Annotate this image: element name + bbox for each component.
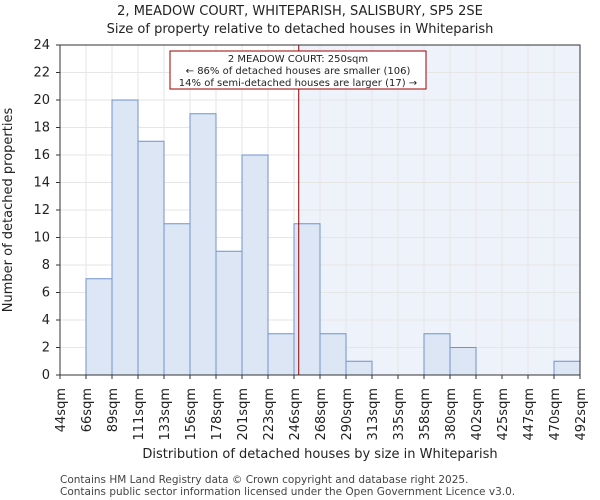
x-tick-label: 313sqm bbox=[366, 388, 381, 441]
chart-subtitle: Size of property relative to detached ho… bbox=[107, 22, 494, 37]
x-tick-label: 402sqm bbox=[470, 388, 485, 441]
footer-line-1: Contains HM Land Registry data © Crown c… bbox=[60, 474, 468, 486]
x-tick-label: 425sqm bbox=[496, 388, 511, 441]
y-tick-label: 16 bbox=[33, 148, 50, 163]
x-tick-label: 380sqm bbox=[444, 388, 459, 441]
bar-178sqm bbox=[215, 250, 243, 376]
y-axis-label: Number of detached properties bbox=[1, 108, 16, 313]
x-tick-label: 268sqm bbox=[314, 388, 329, 441]
bar-66sqm bbox=[85, 278, 113, 376]
y-tick-label: 18 bbox=[33, 121, 50, 136]
footer-line-2: Contains public sector information licen… bbox=[60, 486, 515, 498]
x-tick-label: 201sqm bbox=[236, 388, 251, 441]
x-tick-label: 133sqm bbox=[158, 388, 173, 441]
x-tick-labels: 44sqm 66sqm 89sqm 111sqm 133sqm 156sqm 178sqm 2… bbox=[54, 375, 589, 441]
bar-268sqm bbox=[319, 333, 347, 376]
y-tick-label: 14 bbox=[33, 176, 50, 191]
x-tick-label: 44sqm bbox=[54, 388, 69, 432]
y-tick-label: 24 bbox=[33, 38, 50, 53]
x-tick-label: 66sqm bbox=[80, 388, 95, 432]
bar-246sqm bbox=[293, 223, 321, 376]
x-tick-label: 447sqm bbox=[522, 388, 537, 441]
x-tick-label: 178sqm bbox=[210, 388, 225, 441]
annotation-line-2: ← 86% of detached houses are smaller (10… bbox=[186, 66, 411, 77]
bar-380sqm bbox=[449, 347, 477, 376]
chart-title: 2, MEADOW COURT, WHITEPARISH, SALISBURY,… bbox=[117, 4, 483, 19]
bar-290sqm bbox=[345, 360, 373, 376]
y-tick-label: 22 bbox=[33, 66, 50, 81]
bar-133sqm bbox=[163, 223, 191, 376]
x-tick-label: 89sqm bbox=[106, 388, 121, 432]
bar-223sqm bbox=[267, 333, 295, 376]
y-tick-label: 2 bbox=[42, 341, 50, 356]
x-tick-label: 156sqm bbox=[184, 388, 199, 441]
bars-group bbox=[85, 99, 581, 376]
annotation-line-3: 14% of semi-detached houses are larger (… bbox=[179, 78, 417, 89]
y-tick-label: 4 bbox=[42, 313, 50, 328]
x-tick-label: 492sqm bbox=[574, 388, 589, 441]
x-tick-label: 111sqm bbox=[132, 388, 147, 441]
y-tick-label: 0 bbox=[42, 368, 50, 383]
x-tick-label: 358sqm bbox=[418, 388, 433, 441]
y-tick-label: 6 bbox=[42, 286, 50, 301]
bar-111sqm bbox=[137, 140, 165, 376]
x-axis-label: Distribution of detached houses by size … bbox=[142, 447, 497, 462]
annotation-frame bbox=[169, 50, 427, 90]
annotation-box: 2 MEADOW COURT: 250sqm ← 86% of detached… bbox=[169, 50, 427, 90]
bar-358sqm bbox=[423, 333, 451, 376]
x-tick-label: 223sqm bbox=[262, 388, 277, 441]
x-tick-label: 246sqm bbox=[288, 388, 303, 441]
y-tick-label: 10 bbox=[33, 231, 50, 246]
bar-470sqm bbox=[553, 360, 581, 376]
bar-201sqm bbox=[241, 154, 269, 376]
y-tick-label: 12 bbox=[33, 203, 50, 218]
x-tick-label: 470sqm bbox=[548, 388, 563, 441]
x-tick-label: 335sqm bbox=[392, 388, 407, 441]
bar-89sqm bbox=[111, 99, 139, 376]
y-tick-label: 20 bbox=[33, 93, 50, 108]
annotation-line-1: 2 MEADOW COURT: 250sqm bbox=[228, 54, 368, 65]
x-tick-label: 290sqm bbox=[340, 388, 355, 441]
bar-156sqm bbox=[189, 113, 217, 376]
y-tick-label: 8 bbox=[42, 258, 50, 273]
